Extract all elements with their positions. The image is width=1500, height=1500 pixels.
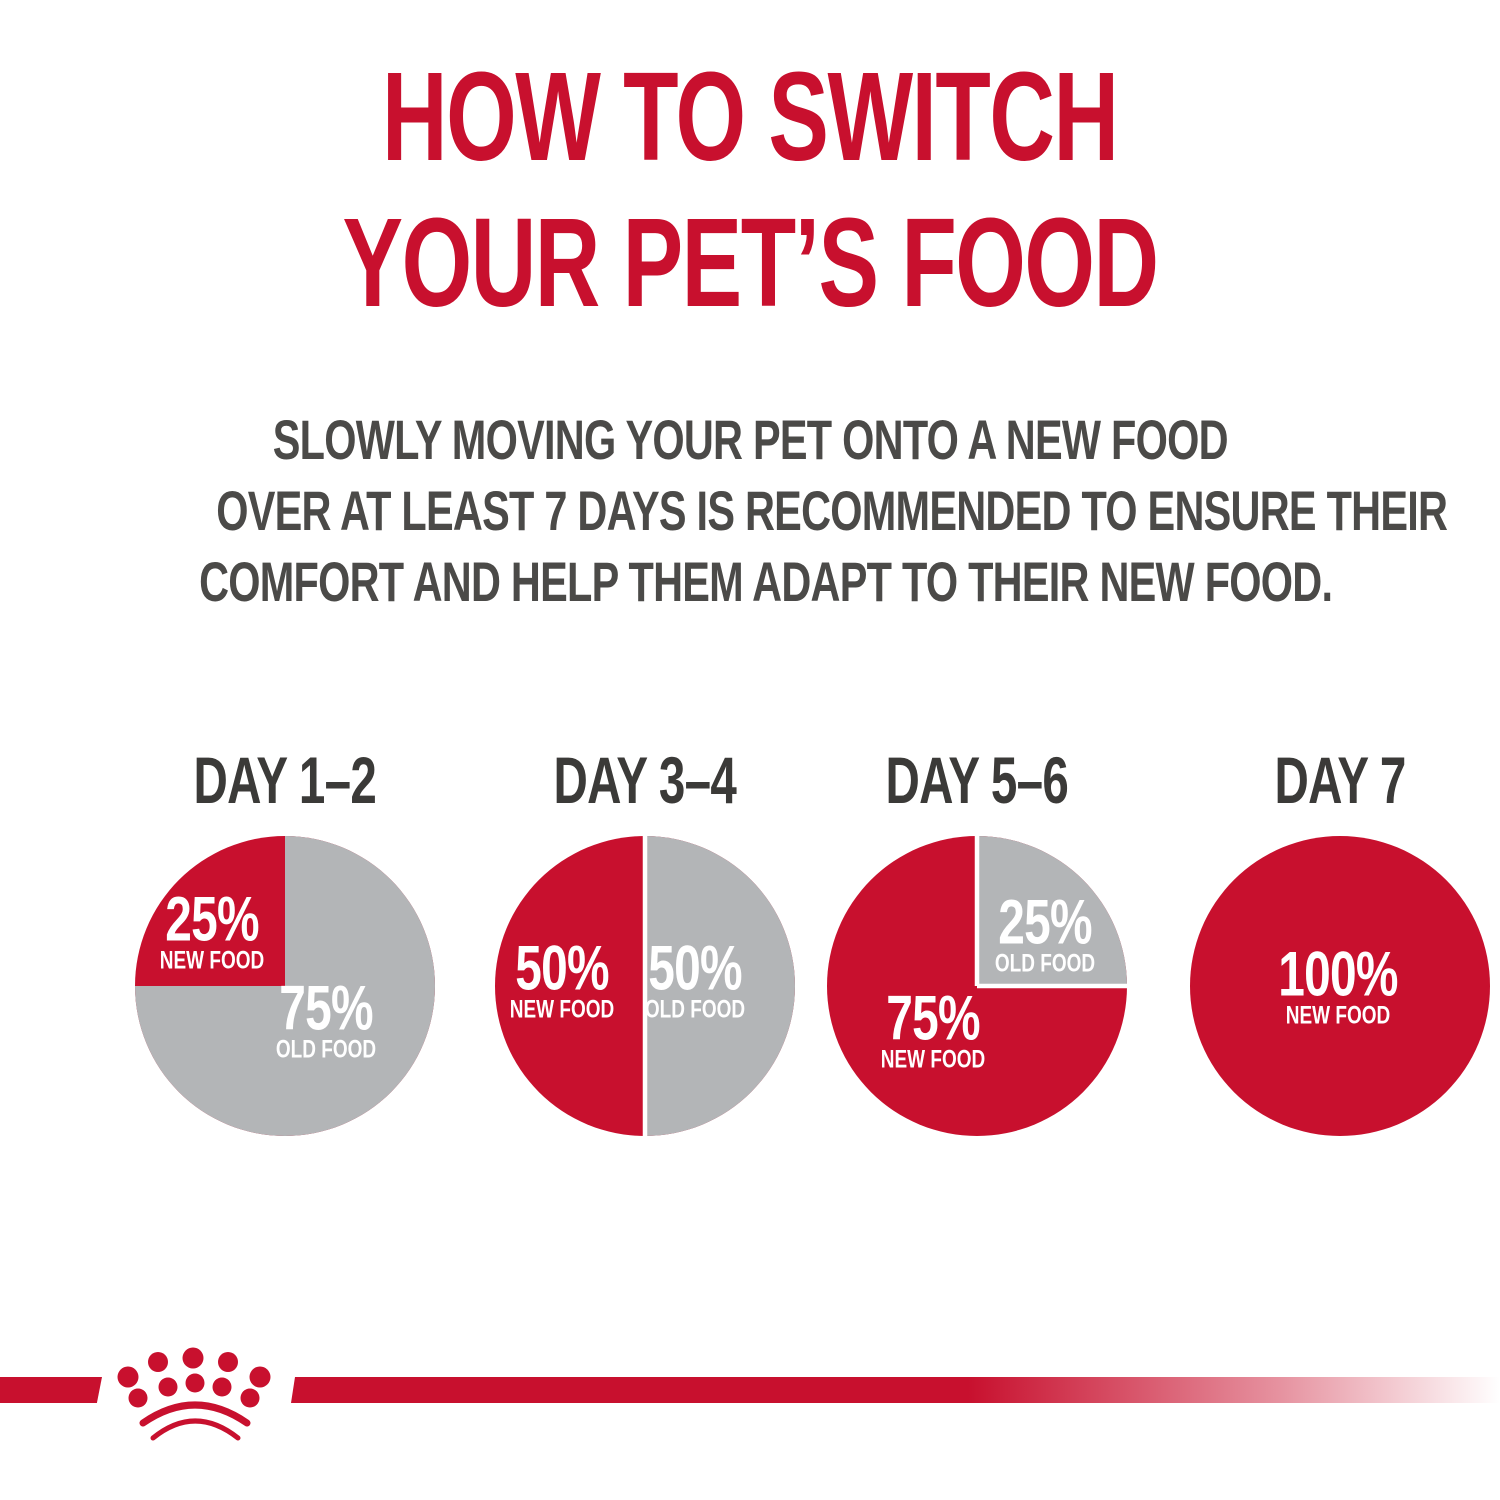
royal-canin-crown-icon [117, 1347, 271, 1441]
day-column-5-6: DAY 5–6 25% OLD FOOD 75% NEW FOOD [827, 743, 1127, 1136]
day-3-4-heading: DAY 3–4 [553, 743, 737, 817]
slice-label-new-food: 100% NEW FOOD [1278, 939, 1398, 1030]
title-line-2: YOUR PET’S FOOD [342, 192, 1159, 333]
day-7-heading: DAY 7 [1274, 743, 1406, 817]
slice-label-new-food: 75% NEW FOOD [880, 983, 986, 1074]
pie-day-1-2-graphic [135, 836, 435, 1136]
slice-label-new-food: 50% NEW FOOD [509, 933, 615, 1024]
day-5-6-heading: DAY 5–6 [885, 743, 1069, 817]
pie-chart-day-7: 100% NEW FOOD [1190, 836, 1490, 1136]
pie-day-7-graphic [1190, 836, 1490, 1136]
pie-day-5-6-graphic [827, 836, 1127, 1136]
subtitle-text: SLOWLY MOVING YOUR PET ONTO A NEW FOOD O… [0, 404, 1500, 617]
slice-label-new-food: 25% NEW FOOD [159, 884, 265, 975]
slice-label-old-food: 25% OLD FOOD [994, 887, 1096, 978]
pie-chart-day-1-2: 25% NEW FOOD 75% OLD FOOD [135, 836, 435, 1136]
slice-label-old-food: 50% OLD FOOD [644, 933, 746, 1024]
day-column-7: DAY 7 100% NEW FOOD [1190, 743, 1490, 1136]
day-1-2-heading: DAY 1–2 [193, 743, 377, 817]
footer-red-bar-left [0, 1377, 102, 1403]
subtitle-line-2: OVER AT LEAST 7 DAYS IS RECOMMENDED TO E… [216, 479, 1448, 542]
subtitle-line-3: COMFORT AND HELP THEM ADAPT TO THEIR NEW… [199, 550, 1333, 613]
pie-chart-day-5-6: 25% OLD FOOD 75% NEW FOOD [827, 836, 1127, 1136]
footer-red-bar-right [291, 1377, 1500, 1403]
pie-day-3-4-graphic [495, 836, 795, 1136]
day-column-3-4: DAY 3–4 50% NEW FOOD 50% OLD FOOD [495, 743, 795, 1136]
slice-label-old-food: 75% OLD FOOD [275, 973, 377, 1064]
page-title: HOW TO SWITCH YOUR PET’S FOOD [0, 44, 1500, 336]
subtitle-line-1: SLOWLY MOVING YOUR PET ONTO A NEW FOOD [272, 408, 1228, 471]
day-column-1-2: DAY 1–2 25% NEW FOOD 75% OLD FOOD [135, 743, 435, 1136]
pie-chart-day-3-4: 50% NEW FOOD 50% OLD FOOD [495, 836, 795, 1136]
title-line-1: HOW TO SWITCH [382, 46, 1119, 187]
